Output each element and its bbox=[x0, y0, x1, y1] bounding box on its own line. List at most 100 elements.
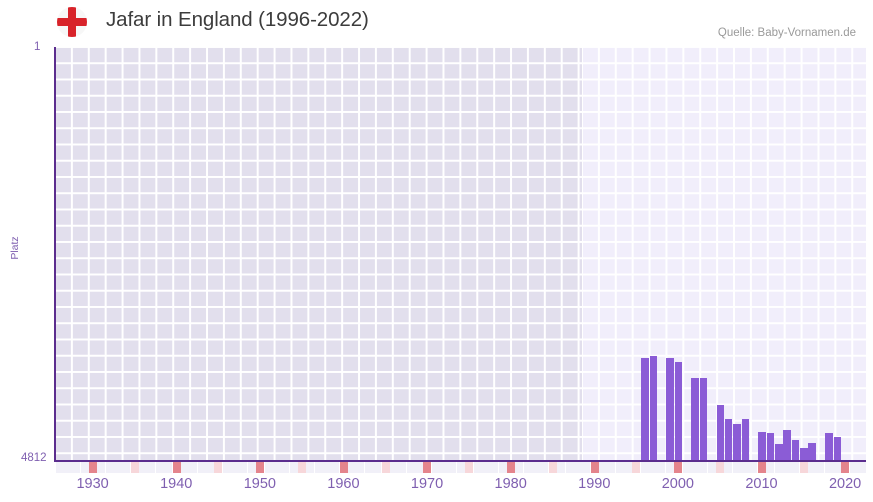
x-tick-mark-1992 bbox=[607, 462, 616, 473]
bar-2008[interactable] bbox=[741, 419, 750, 461]
x-tick-mark-2002 bbox=[690, 462, 699, 473]
x-tick-mark-1999 bbox=[665, 462, 674, 473]
bar-2011[interactable] bbox=[766, 433, 775, 461]
x-tick-mark-2015 bbox=[799, 462, 808, 473]
x-tick-mark-1951 bbox=[264, 462, 273, 473]
x-tick-mark-1958 bbox=[323, 462, 332, 473]
bar-2016[interactable] bbox=[808, 443, 816, 461]
x-axis-line bbox=[55, 460, 866, 462]
x-tick-mark-1935 bbox=[130, 462, 139, 473]
plot-grid-active bbox=[582, 47, 866, 461]
x-tick-mark-1939 bbox=[164, 462, 173, 473]
y-axis-line bbox=[54, 47, 56, 462]
bar-1996[interactable] bbox=[641, 358, 649, 461]
bar-2015[interactable] bbox=[800, 448, 808, 461]
bar-1997[interactable] bbox=[649, 356, 658, 461]
x-tick-mark-1960 bbox=[339, 462, 348, 473]
x-tick-mark-1990 bbox=[590, 462, 599, 473]
x-tick-mark-1972 bbox=[440, 462, 449, 473]
chart-title: Jafar in England (1996-2022) bbox=[106, 8, 369, 31]
y-axis-title: Platz bbox=[9, 236, 21, 260]
x-tick-mark-1927 bbox=[63, 462, 72, 473]
x-tick-mark-1970 bbox=[423, 462, 432, 473]
x-tick-mark-1985 bbox=[548, 462, 557, 473]
x-tick-mark-1942 bbox=[189, 462, 198, 473]
plot-grid-inactive bbox=[55, 47, 582, 461]
x-tick-mark-2011 bbox=[766, 462, 775, 473]
x-tick-mark-1995 bbox=[632, 462, 641, 473]
x-tick-mark-1962 bbox=[356, 462, 365, 473]
flag-cross-vertical bbox=[68, 7, 76, 37]
x-tick-mark-1930 bbox=[88, 462, 97, 473]
x-tick-mark-1946 bbox=[222, 462, 231, 473]
x-axis-tick-label-2020: 2020 bbox=[828, 476, 862, 492]
bar-2018[interactable] bbox=[825, 433, 833, 461]
x-tick-mark-1989 bbox=[582, 462, 591, 473]
x-tick-mark-1997 bbox=[649, 462, 658, 473]
x-tick-mark-2016 bbox=[807, 462, 816, 473]
bar-2006[interactable] bbox=[724, 419, 733, 461]
bar-2000[interactable] bbox=[674, 361, 683, 461]
x-tick-mark-1973 bbox=[448, 462, 457, 473]
bar-2005[interactable] bbox=[716, 404, 724, 461]
x-tick-mark-2021 bbox=[849, 462, 858, 473]
x-tick-mark-1988 bbox=[573, 462, 582, 473]
x-tick-mark-1933 bbox=[114, 462, 123, 473]
x-tick-mark-1943 bbox=[197, 462, 206, 473]
x-tick-mark-2007 bbox=[732, 462, 741, 473]
x-tick-mark-1975 bbox=[465, 462, 474, 473]
x-tick-mark-2003 bbox=[699, 462, 708, 473]
x-tick-mark-1986 bbox=[557, 462, 566, 473]
bar-2014[interactable] bbox=[791, 440, 800, 461]
x-tick-mark-1964 bbox=[373, 462, 382, 473]
x-tick-mark-1994 bbox=[624, 462, 633, 473]
x-tick-mark-1959 bbox=[331, 462, 340, 473]
x-tick-mark-1940 bbox=[172, 462, 181, 473]
bar-2003[interactable] bbox=[699, 377, 708, 461]
x-tick-mark-1987 bbox=[565, 462, 574, 473]
x-axis-tick-label-2000: 2000 bbox=[661, 476, 695, 492]
x-tick-mark-2010 bbox=[757, 462, 766, 473]
bar-2010[interactable] bbox=[758, 432, 766, 461]
x-tick-mark-1981 bbox=[515, 462, 524, 473]
x-tick-mark-1955 bbox=[297, 462, 306, 473]
bar-2007[interactable] bbox=[733, 424, 741, 461]
x-tick-mark-1998 bbox=[657, 462, 666, 473]
x-axis-tick-label-1960: 1960 bbox=[327, 476, 360, 492]
y-axis-tick-bottom: 4812 bbox=[21, 452, 47, 464]
x-tick-mark-1980 bbox=[506, 462, 515, 473]
x-tick-mark-1934 bbox=[122, 462, 131, 473]
x-axis-tick-label-2010: 2010 bbox=[745, 476, 778, 492]
bar-1999[interactable] bbox=[666, 358, 674, 461]
x-tick-mark-1956 bbox=[306, 462, 315, 473]
bar-2019[interactable] bbox=[833, 437, 842, 461]
x-tick-mark-1957 bbox=[314, 462, 323, 473]
x-tick-mark-2019 bbox=[833, 462, 842, 473]
x-tick-mark-1944 bbox=[205, 462, 214, 473]
x-tick-mark-1977 bbox=[481, 462, 490, 473]
x-tick-mark-1967 bbox=[398, 462, 407, 473]
x-tick-mark-2018 bbox=[824, 462, 833, 473]
x-tick-mark-1961 bbox=[348, 462, 357, 473]
bar-2002[interactable] bbox=[691, 377, 699, 461]
x-tick-mark-1968 bbox=[406, 462, 415, 473]
x-tick-mark-2017 bbox=[816, 462, 825, 473]
x-tick-mark-2001 bbox=[682, 462, 691, 473]
x-tick-mark-1947 bbox=[231, 462, 240, 473]
bar-2013[interactable] bbox=[783, 430, 791, 461]
x-tick-mark-2004 bbox=[707, 462, 716, 473]
x-tick-mark-1941 bbox=[180, 462, 189, 473]
x-axis-tick-label-1970: 1970 bbox=[410, 476, 444, 492]
x-tick-mark-2012 bbox=[774, 462, 783, 473]
x-tick-mark-1952 bbox=[272, 462, 281, 473]
x-tick-mark-1926 bbox=[55, 462, 64, 473]
england-flag-icon bbox=[57, 7, 87, 37]
x-tick-mark-1936 bbox=[139, 462, 148, 473]
x-tick-mark-2013 bbox=[782, 462, 791, 473]
x-tick-mark-1978 bbox=[490, 462, 499, 473]
bar-2012[interactable] bbox=[775, 444, 783, 461]
x-tick-mark-1971 bbox=[431, 462, 440, 473]
x-tick-mark-1938 bbox=[155, 462, 164, 473]
x-tick-mark-1991 bbox=[598, 462, 607, 473]
